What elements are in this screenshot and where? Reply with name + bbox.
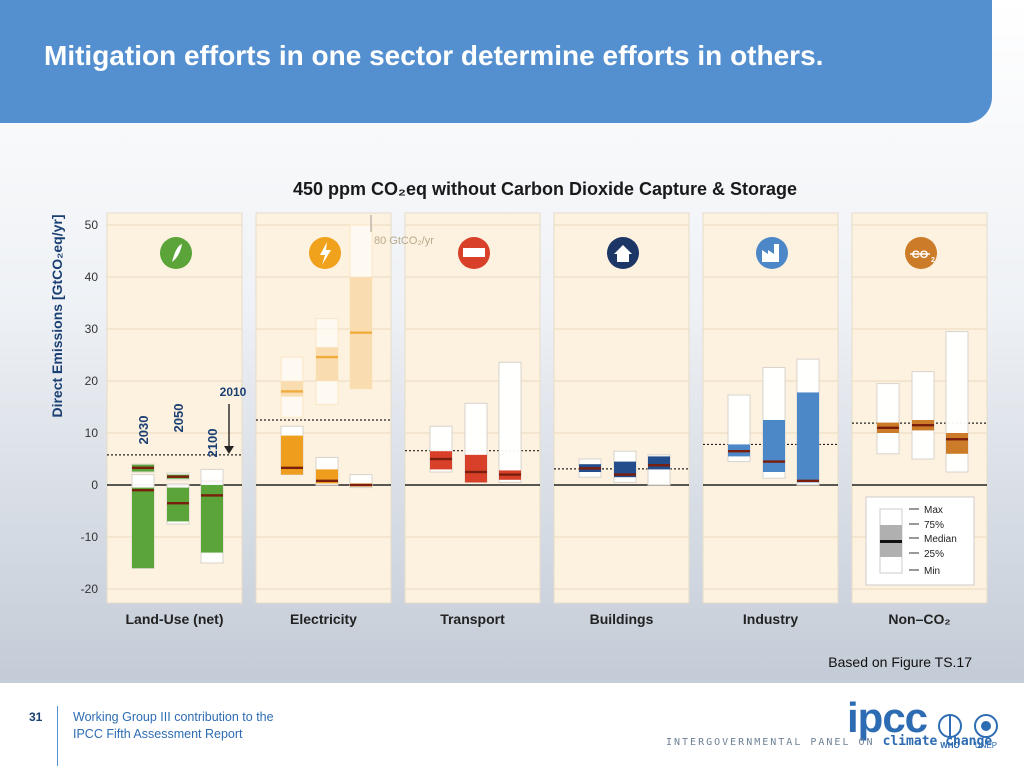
y-tick-label: -20 [81, 582, 99, 596]
leaf-glyph [172, 244, 182, 262]
footer [0, 683, 1024, 768]
sector-label: Transport [440, 611, 505, 627]
sector-label: Industry [743, 611, 798, 627]
y-tick-label: 40 [85, 270, 99, 284]
box-2030-median [579, 467, 601, 470]
y-tick-label: 0 [91, 478, 98, 492]
page-number: 31 [29, 710, 43, 724]
box-2100-median [946, 438, 968, 441]
y-axis-label: Direct Emissions [GtCO₂eq/yr] [49, 214, 65, 417]
house-glyph [614, 245, 632, 262]
box-2050-median [614, 473, 636, 476]
unep-logo: UNEP [974, 714, 998, 750]
upper-box-2050-iqr [316, 347, 338, 381]
box-2050-median [763, 460, 785, 463]
ref-year-arrowhead [224, 446, 234, 454]
y-tick-label: 30 [85, 322, 99, 336]
ipcc-logo-subtitle: INTERGOVERNMENTAL PANEL ON climate chang… [666, 734, 992, 749]
unep-label: UNEP [975, 741, 997, 750]
panel-4 [553, 212, 690, 604]
y-tick-label: 50 [85, 218, 99, 232]
legend-label: Max [924, 505, 943, 516]
box-2050-median [465, 470, 487, 474]
legend-label: Median [924, 534, 957, 545]
neg-box-2030-iqr [132, 487, 154, 569]
legend-median [880, 540, 902, 543]
box-2030-iqr [281, 435, 303, 475]
chart-title: 450 ppm CO₂eq without Carbon Dioxide Cap… [293, 179, 797, 199]
box-2100-median [648, 464, 670, 467]
box-2050-iqr [465, 454, 487, 483]
upper-box-2030-median [281, 390, 303, 393]
box-2030-median [281, 466, 303, 470]
legend-label: 25% [924, 549, 944, 560]
box-2030-whisker-range [876, 383, 900, 455]
box-2050-iqr [614, 461, 636, 478]
factory-glyph [762, 244, 779, 262]
y-tick-label: 10 [85, 426, 99, 440]
box-2050-whisker-range [911, 371, 935, 460]
box-2050-median [167, 475, 189, 478]
neg-box-2030-median [132, 489, 154, 492]
sector-label: Buildings [590, 611, 654, 627]
box-2100-median [499, 473, 521, 476]
box-2050-median [912, 424, 934, 427]
co2-glyph: CO [912, 249, 929, 261]
slide-title: Mitigation efforts in one sector determi… [44, 40, 824, 71]
neg-box-2050-iqr [167, 487, 189, 522]
y-tick-label: -10 [81, 530, 99, 544]
box-2100-iqr [797, 392, 819, 483]
overflow-note: 80 GtCO₂/yr [374, 235, 434, 247]
box-2030-median [132, 466, 154, 470]
co2-subscript: 2 [931, 257, 935, 264]
box-2100-iqr [648, 456, 670, 470]
neg-box-2050-median [167, 502, 189, 505]
sector-label: Non–CO₂ [888, 611, 950, 627]
ref-year-label: 2010 [220, 385, 247, 399]
partner-logos: WHO UNEP [938, 714, 998, 750]
upper-box-2030-iqr [281, 381, 303, 397]
box-2030-median [430, 457, 452, 461]
ipcc-subtitle-climate: climate change [882, 734, 993, 749]
box-2030-median [728, 450, 750, 453]
box-2100-median [797, 479, 819, 483]
year-label: 2050 [171, 404, 186, 433]
who-logo: WHO [938, 714, 962, 750]
upper-box-2050-median [316, 355, 338, 359]
neg-box-2100-median [201, 494, 223, 497]
box-2100-median [350, 483, 372, 487]
y-tick-label: 20 [85, 374, 99, 388]
box-2100-iqr [946, 433, 968, 454]
box-2030-median [877, 426, 899, 429]
upper-box-2100-median [350, 331, 372, 334]
co2-icon [905, 237, 937, 269]
footer-divider [57, 706, 58, 766]
title-banner: Mitigation efforts in one sector determi… [0, 0, 992, 123]
box-2050-iqr [763, 420, 785, 472]
ipcc-logo: ipcc [847, 694, 928, 741]
sector-label: Electricity [290, 611, 357, 627]
neg-box-2100-iqr [201, 485, 223, 553]
legend-label: Min [924, 566, 940, 577]
year-label: 2100 [205, 429, 220, 458]
box-2050-median [316, 479, 338, 483]
truck-glyph [463, 248, 485, 257]
lightning-glyph [320, 242, 331, 265]
source-caption: Based on Figure TS.17 [828, 654, 972, 670]
legend-label: 75% [924, 520, 944, 531]
emissions-chart: 450 ppm CO₂eq without Carbon Dioxide Cap… [49, 179, 988, 627]
box-2030-iqr [430, 451, 452, 470]
report-credit-line-2: IPCC Fifth Assessment Report [73, 727, 243, 741]
who-label: WHO [940, 741, 960, 750]
ipcc-subtitle-text: INTERGOVERNMENTAL PANEL ON [666, 737, 875, 748]
report-credit-line-1: Working Group III contribution to the [73, 710, 274, 724]
report-credit: Working Group III contribution to the IP… [73, 709, 274, 743]
sector-label: Land-Use (net) [126, 611, 224, 627]
year-label: 2030 [136, 416, 151, 445]
box-2100-whisker-range [498, 361, 522, 483]
